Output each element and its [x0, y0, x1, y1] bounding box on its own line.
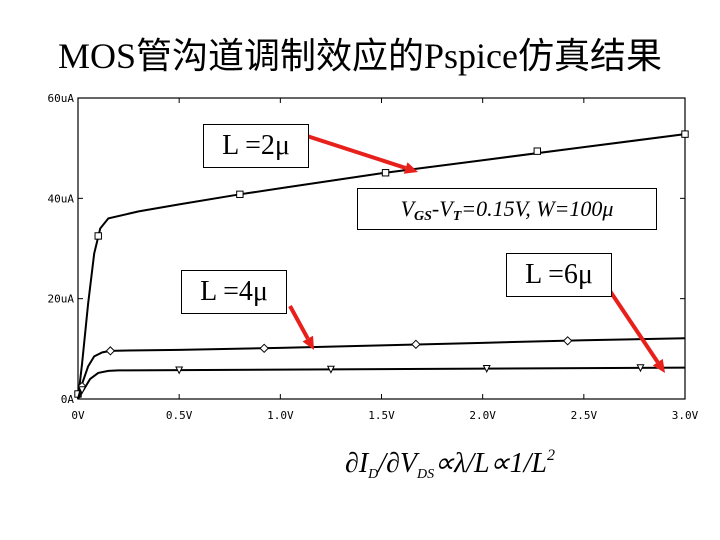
marker-triangle — [326, 365, 335, 374]
cond-v2: -V — [431, 196, 453, 221]
x-tick-label: 0.5V — [166, 409, 193, 422]
marker-diamond — [411, 339, 421, 350]
marker-triangle — [482, 364, 491, 373]
marker-square — [381, 169, 390, 177]
formula-p1: ∂I — [345, 448, 369, 479]
formula-p3: ∝λ/L∝1/L — [434, 448, 547, 479]
formula-sup: 2 — [546, 447, 555, 464]
series-group — [74, 130, 689, 400]
plot-border — [77, 97, 686, 400]
tick-labels: 0V 0.5V 1.0V 1.5V 2.0V 2.5V 3.0V 0A 20uA 40uA 60uA — [48, 92, 699, 422]
arrow-shaft — [608, 289, 660, 364]
cond-s2: T — [452, 209, 462, 224]
series-line — [77, 337, 686, 400]
series-line — [77, 133, 686, 400]
cond-rest: =0.15V, W=100μ — [461, 196, 614, 221]
arrow-head — [652, 358, 665, 373]
arrow-shaft — [288, 305, 310, 340]
y-tick-label: 0A — [61, 393, 75, 406]
label-l4: L =4μ — [181, 270, 287, 314]
formula-s2: DS — [417, 467, 435, 482]
x-tick-label: 2.0V — [469, 409, 496, 422]
formula-p2: /∂V — [378, 448, 418, 479]
marker-square — [94, 232, 102, 240]
series-triangle — [77, 364, 686, 400]
series-square — [74, 130, 689, 400]
series-diamond — [77, 336, 686, 400]
arrow-head — [302, 335, 314, 350]
arrow-head — [403, 162, 418, 174]
label-l6: L =6μ — [506, 253, 612, 297]
x-tick-label: 1.0V — [267, 409, 294, 422]
red-arrow — [288, 305, 314, 350]
x-tick-label: 2.5V — [571, 409, 598, 422]
series-line — [77, 366, 686, 400]
cond-v1: V — [400, 196, 415, 221]
red-arrow — [608, 289, 665, 373]
marker-diamond — [105, 346, 116, 356]
marker-diamond — [259, 343, 269, 354]
formula: ∂ID/∂VDS∝λ/L∝1/L2 — [345, 446, 555, 483]
marker-square — [533, 147, 541, 155]
y-tick-label: 40uA — [48, 192, 75, 205]
marker-square — [681, 130, 689, 138]
slide-title: MOS管沟道调制效应的Pspice仿真结果 — [57, 36, 663, 76]
x-tick-label: 1.5V — [368, 409, 395, 422]
label-condition: VGS-VT=0.15V, W=100μ — [357, 188, 657, 230]
annotation-arrows — [288, 134, 665, 373]
y-tick-label: 60uA — [48, 92, 75, 105]
red-arrow — [306, 134, 418, 174]
cond-s1: GS — [414, 209, 432, 224]
x-tick-label: 3.0V — [672, 409, 699, 422]
formula-s1: D — [368, 467, 379, 482]
label-l2: L =2μ — [203, 124, 309, 168]
marker-triangle — [175, 366, 184, 375]
marker-triangle — [636, 364, 645, 373]
marker-diamond — [562, 336, 573, 346]
plot-frame — [77, 97, 686, 400]
arrow-shaft — [306, 134, 407, 170]
y-tick-label: 20uA — [48, 293, 75, 306]
marker-triangle — [78, 386, 87, 395]
marker-square — [236, 190, 244, 199]
x-tick-label: 0V — [71, 409, 85, 422]
